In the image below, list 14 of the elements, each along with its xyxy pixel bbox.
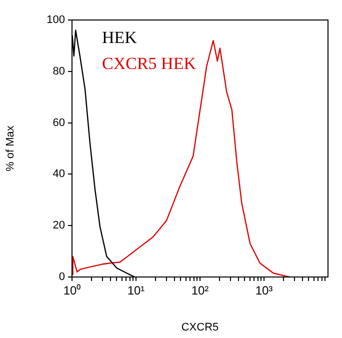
x-tick-label: 10² [191, 284, 209, 298]
y-tick-label: 40 [52, 168, 65, 180]
y-tick-label: 100 [46, 14, 65, 26]
x-tick-label: 10³ [255, 284, 273, 298]
x-tick-label: 10⁰ [63, 284, 81, 298]
x-axis-title: CXCR5 [181, 321, 219, 334]
y-tick-label: 80 [52, 65, 65, 78]
y-tick-label: 20 [52, 220, 65, 232]
y-tick-label: 60 [52, 116, 65, 129]
series-label: CXCR5 HEK [102, 54, 197, 73]
y-axis-title: % of Max [4, 125, 17, 172]
y-tick-label: 0 [58, 271, 65, 284]
x-tick-label: 10¹ [127, 284, 145, 298]
series-label: HEK [102, 28, 138, 47]
